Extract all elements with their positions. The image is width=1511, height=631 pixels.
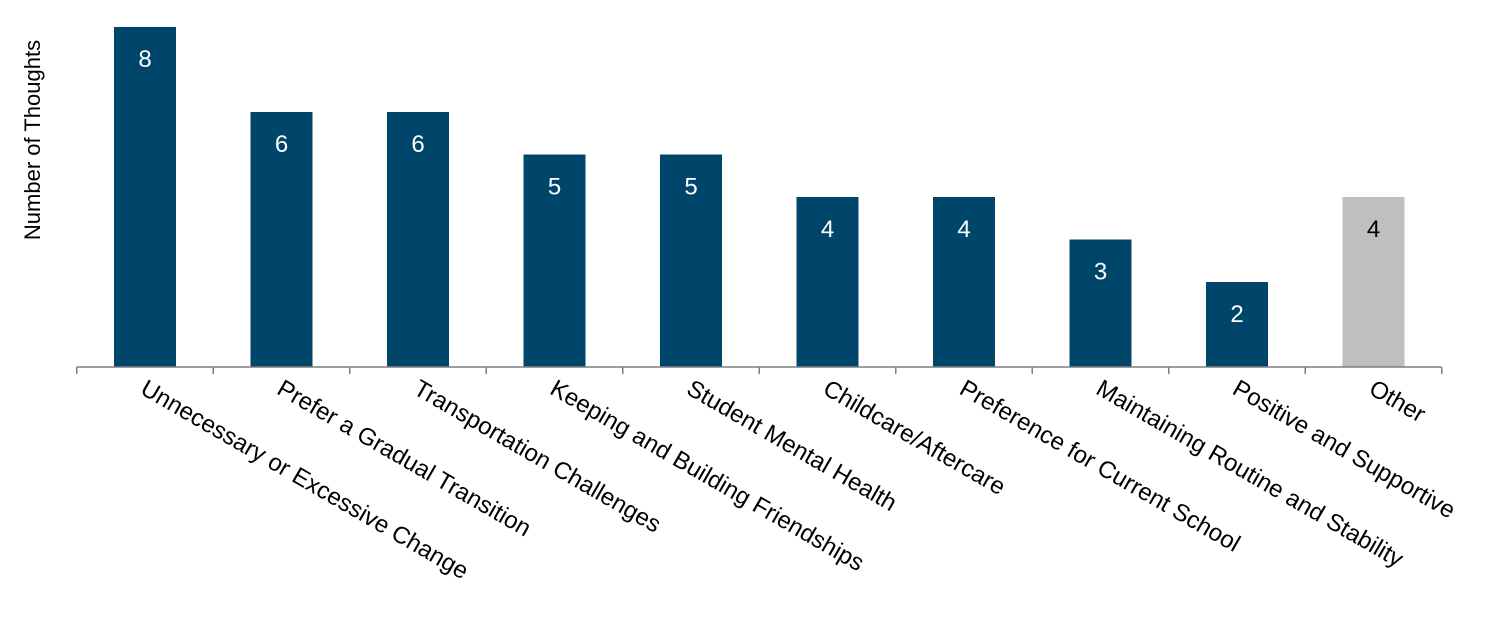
- bars-layer: [114, 27, 1405, 367]
- x-tick-label-1: Prefer a Gradual Transition: [273, 375, 536, 542]
- bar-value-label-6: 4: [957, 216, 970, 243]
- value-labels-layer: 8 6 6 5 5 4 4 3 2 4: [138, 46, 1380, 328]
- bar-9: [1342, 197, 1405, 367]
- x-tick-label-9: Other: [1365, 375, 1430, 428]
- bar-1: [250, 112, 313, 367]
- bar-value-label-3: 5: [548, 174, 561, 201]
- bar-2: [387, 112, 449, 367]
- x-tick-label-2: Transportation Challenges: [409, 375, 666, 539]
- bar-value-label-0: 8: [138, 46, 151, 73]
- bar-value-label-9: 4: [1367, 216, 1380, 243]
- bar-8: [1206, 282, 1268, 367]
- bar-value-label-5: 4: [821, 216, 834, 243]
- bar-5: [796, 197, 859, 367]
- bar-4: [660, 154, 722, 367]
- bar-value-label-1: 6: [275, 131, 288, 158]
- bar-6: [933, 197, 995, 367]
- bar-7: [1069, 239, 1132, 367]
- bar-value-label-7: 3: [1094, 259, 1107, 286]
- bar-value-label-8: 2: [1230, 301, 1243, 328]
- y-axis-title: Number of Thoughts: [20, 40, 45, 240]
- bar-3: [523, 154, 586, 367]
- bar-value-label-4: 5: [684, 174, 697, 201]
- bar-value-label-2: 6: [411, 131, 424, 158]
- x-tick-label-8: Positive and Supportive: [1228, 375, 1460, 524]
- x-axis: [76, 366, 1443, 374]
- bar-0: [114, 27, 176, 367]
